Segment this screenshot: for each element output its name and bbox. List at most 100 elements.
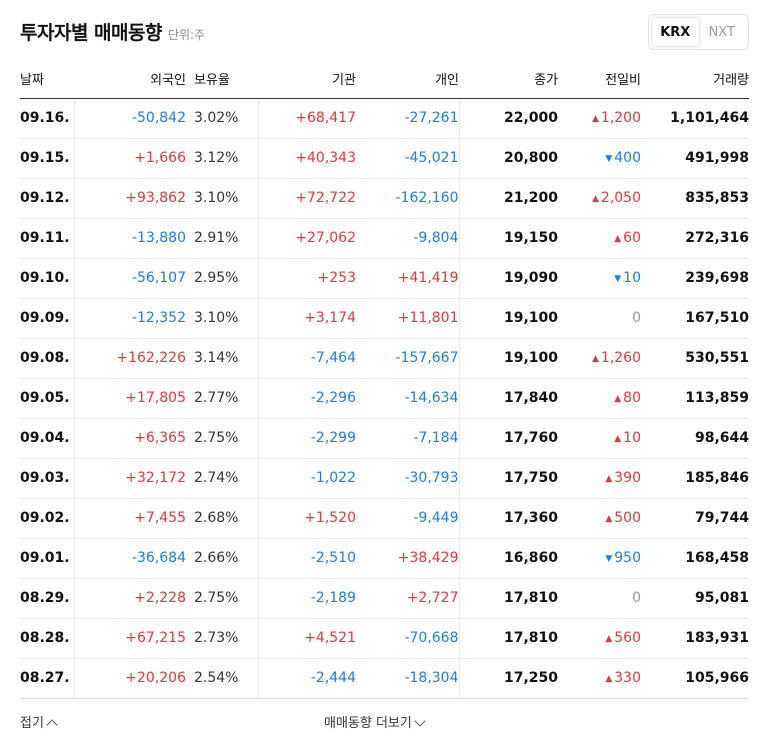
cell-close: 17,760 [459,418,558,459]
cell-date: 09.08. [20,338,75,379]
chevron-up-icon [46,719,58,731]
cell-close: 19,100 [459,298,558,339]
cell-institution: -1,022 [258,458,356,499]
cell-holding-rate: 3.10% [186,298,259,339]
investor-trading-table: 날짜 외국인 보유율 기관 개인 종가 전일비 거래량 09.16. -50,84… [20,60,749,699]
change-value: 1,260 [600,350,641,366]
fold-label: 접기 [20,716,44,731]
unit-label: 단위:주 [167,28,206,42]
col-header-date: 날짜 [20,60,74,99]
cell-holding-rate: 3.02% [186,98,259,139]
col-header-change: 전일비 [558,60,641,99]
change-value: 390 [614,470,641,486]
cell-individual: +41,419 [356,258,460,299]
cell-individual: -162,160 [356,178,460,219]
cell-date: 09.03. [20,458,75,499]
cell-institution: +68,417 [258,98,356,139]
cell-individual: -9,449 [356,498,460,539]
change-value: 2,050 [600,190,641,206]
cell-institution: +3,174 [258,298,356,339]
cell-foreign: +2,228 [74,578,186,619]
cell-individual: +11,801 [356,298,460,339]
cell-change: ▲ 10 [558,418,641,459]
cell-close: 21,200 [459,178,558,219]
cell-foreign: -56,107 [74,258,186,299]
cell-foreign: +1,666 [74,138,186,179]
cell-foreign: +20,206 [74,658,186,699]
cell-volume: 167,510 [641,298,749,339]
change-value: 10 [623,430,641,446]
cell-volume: 185,846 [641,458,749,499]
change-value: 560 [614,630,641,646]
table-row: 09.16. -50,842 3.02% +68,417 -27,261 22,000 ▲ 1… [20,98,749,139]
triangle-up-icon: ▲ [591,194,599,204]
cell-volume: 105,966 [641,658,749,699]
cell-holding-rate: 2.77% [186,378,259,419]
section-title: 투자자별 매매동향 [20,22,162,44]
cell-date: 09.02. [20,498,75,539]
cell-holding-rate: 2.75% [186,418,259,459]
table-row: 09.12. +93,862 3.10% +72,722 -162,160 21,200 ▲… [20,178,749,219]
cell-change: ▼ 950 [558,538,641,579]
triangle-up-icon: ▲ [591,354,599,364]
fold-button[interactable]: 접기 [20,712,58,731]
cell-close: 17,810 [459,618,558,659]
cell-institution: +253 [258,258,356,299]
cell-close: 20,800 [459,138,558,179]
cell-volume: 272,316 [641,218,749,259]
cell-date: 09.05. [20,378,75,419]
table-row: 09.09. -12,352 3.10% +3,174 +11,801 19,100 0 16… [20,298,749,339]
section-header: 투자자별 매매동향 단위:주 [20,18,205,48]
cell-change: ▲ 60 [558,218,641,259]
cell-individual: -70,668 [356,618,460,659]
cell-foreign: +67,215 [74,618,186,659]
triangle-up-icon: ▲ [605,514,613,524]
cell-volume: 835,853 [641,178,749,219]
more-trading-button[interactable]: 매매동향 더보기 [324,712,426,731]
cell-change: 0 [558,578,641,619]
cell-change: ▲ 390 [558,458,641,499]
table-footer: 접기 매매동향 더보기 [0,708,768,738]
cell-foreign: -12,352 [74,298,186,339]
cell-volume: 239,698 [641,258,749,299]
change-value: 950 [614,550,641,566]
cell-volume: 1,101,464 [641,98,749,139]
cell-volume: 168,458 [641,538,749,579]
cell-holding-rate: 2.75% [186,578,259,619]
triangle-up-icon: ▲ [614,234,622,244]
cell-foreign: +93,862 [74,178,186,219]
cell-change: ▲ 80 [558,378,641,419]
cell-date: 08.28. [20,618,75,659]
cell-date: 08.27. [20,658,75,699]
table-row: 09.11. -13,880 2.91% +27,062 -9,804 19,150 ▲ 60… [20,218,749,259]
cell-holding-rate: 2.73% [186,618,259,659]
col-header-foreign: 외국인 [74,60,186,99]
cell-close: 19,090 [459,258,558,299]
cell-volume: 95,081 [641,578,749,619]
cell-institution: -2,299 [258,418,356,459]
cell-holding-rate: 3.10% [186,178,259,219]
cell-close: 17,810 [459,578,558,619]
cell-change: ▲ 2,050 [558,178,641,219]
market-toggle-nxt[interactable]: NXT [708,24,735,40]
more-trading-label: 매매동향 더보기 [324,716,412,731]
cell-close: 17,360 [459,498,558,539]
cell-change: ▲ 1,260 [558,338,641,379]
change-value: 60 [623,230,641,246]
cell-date: 09.11. [20,218,75,259]
cell-date: 09.15. [20,138,75,179]
table-row: 09.08. +162,226 3.14% -7,464 -157,667 19,100 ▲… [20,338,749,379]
cell-individual: -7,184 [356,418,460,459]
cell-date: 09.16. [20,98,75,139]
col-header-volume: 거래량 [641,60,749,99]
cell-close: 17,750 [459,458,558,499]
cell-foreign: +162,226 [74,338,186,379]
triangle-down-icon: ▼ [614,274,622,284]
cell-individual: -27,261 [356,98,460,139]
cell-volume: 113,859 [641,378,749,419]
market-toggle-krx[interactable]: KRX [652,18,699,46]
col-header-individual: 개인 [356,60,459,99]
change-value: 80 [623,390,641,406]
cell-institution: +40,343 [258,138,356,179]
cell-change: ▼ 400 [558,138,641,179]
